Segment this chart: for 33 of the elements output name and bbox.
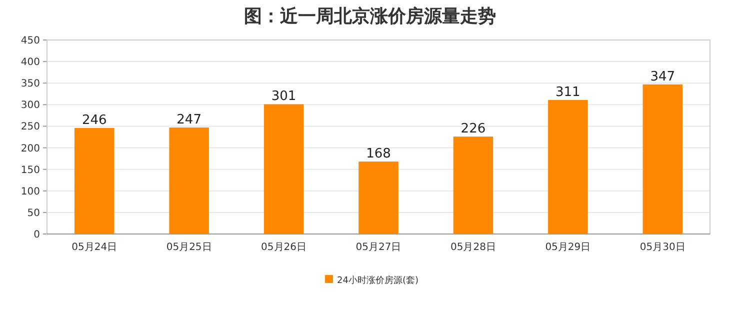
y-tick-label: 450: [20, 36, 40, 46]
bar: [358, 162, 398, 234]
x-tick-label: 05月28日: [450, 242, 496, 253]
y-tick-label: 100: [20, 186, 40, 198]
x-tick-label: 05月24日: [72, 242, 118, 253]
bar: [169, 128, 209, 234]
chart-title: 图：近一周北京涨价房源量走势: [244, 6, 496, 27]
x-tick-label: 05月29日: [545, 242, 591, 253]
y-tick-label: 200: [20, 143, 40, 154]
data-label: 226: [460, 122, 486, 137]
bar: [264, 104, 304, 234]
bar: [74, 128, 114, 234]
y-tick-label: 350: [20, 78, 40, 90]
x-tick-label: 05月26日: [261, 242, 307, 253]
bar: [642, 84, 683, 234]
x-tick-label: 05月27日: [356, 242, 402, 253]
y-tick-label: 400: [20, 57, 40, 68]
data-label: 301: [271, 89, 296, 104]
data-label: 311: [556, 84, 580, 100]
y-tick-label: 150: [20, 164, 40, 176]
y-tick-label: 50: [27, 208, 40, 219]
x-tick-label: 05月30日: [640, 242, 686, 253]
x-tick-label: 05月25日: [166, 242, 212, 253]
y-tick-label: 0: [34, 230, 40, 240]
y-tick-label: 300: [20, 100, 40, 112]
bar: [548, 100, 588, 234]
data-label: 246: [82, 112, 107, 128]
legend-label: 24小时涨价房源(套): [337, 275, 418, 286]
data-label: 347: [650, 69, 676, 84]
data-label: 168: [366, 146, 391, 162]
data-label: 247: [176, 112, 202, 128]
bar: [453, 136, 494, 234]
y-tick-label: 250: [20, 122, 40, 133]
